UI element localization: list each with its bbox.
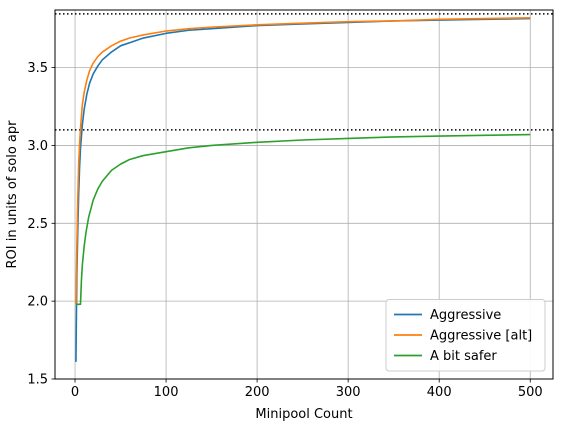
series-line: [75, 16, 531, 305]
legend: Aggressive Aggressive [alt] A bit safer: [385, 299, 546, 372]
y-tick-label: 2.0: [27, 295, 48, 310]
y-axis-label: ROI in units of solo apr: [5, 120, 20, 269]
y-tick-label: 2.5: [27, 217, 48, 232]
reference-lines: [55, 13, 553, 131]
ticks: 0 100 200 300 400 500 1.5 2.0 2.5 3.0 3.5: [27, 61, 542, 400]
x-tick-label: 500: [518, 385, 543, 400]
x-tick-label: 100: [154, 385, 179, 400]
x-tick-label: 400: [427, 385, 452, 400]
legend-box: [385, 299, 546, 372]
legend-label: Aggressive [alt]: [430, 329, 532, 344]
y-tick-label: 1.5: [27, 373, 48, 388]
x-tick-label: 300: [336, 385, 361, 400]
series-line: [75, 133, 531, 306]
plot-frame: [54, 9, 554, 380]
x-tick-label: 0: [71, 385, 79, 400]
series-lines: [75, 16, 531, 362]
x-axis-label: Minipool Count: [255, 407, 352, 422]
legend-label: Aggressive: [430, 308, 501, 323]
x-tick-label: 200: [245, 385, 270, 400]
grid: [55, 10, 553, 380]
legend-label: A bit safer: [430, 349, 497, 364]
y-tick-label: 3.5: [27, 61, 48, 76]
y-tick-label: 3.0: [27, 139, 48, 154]
